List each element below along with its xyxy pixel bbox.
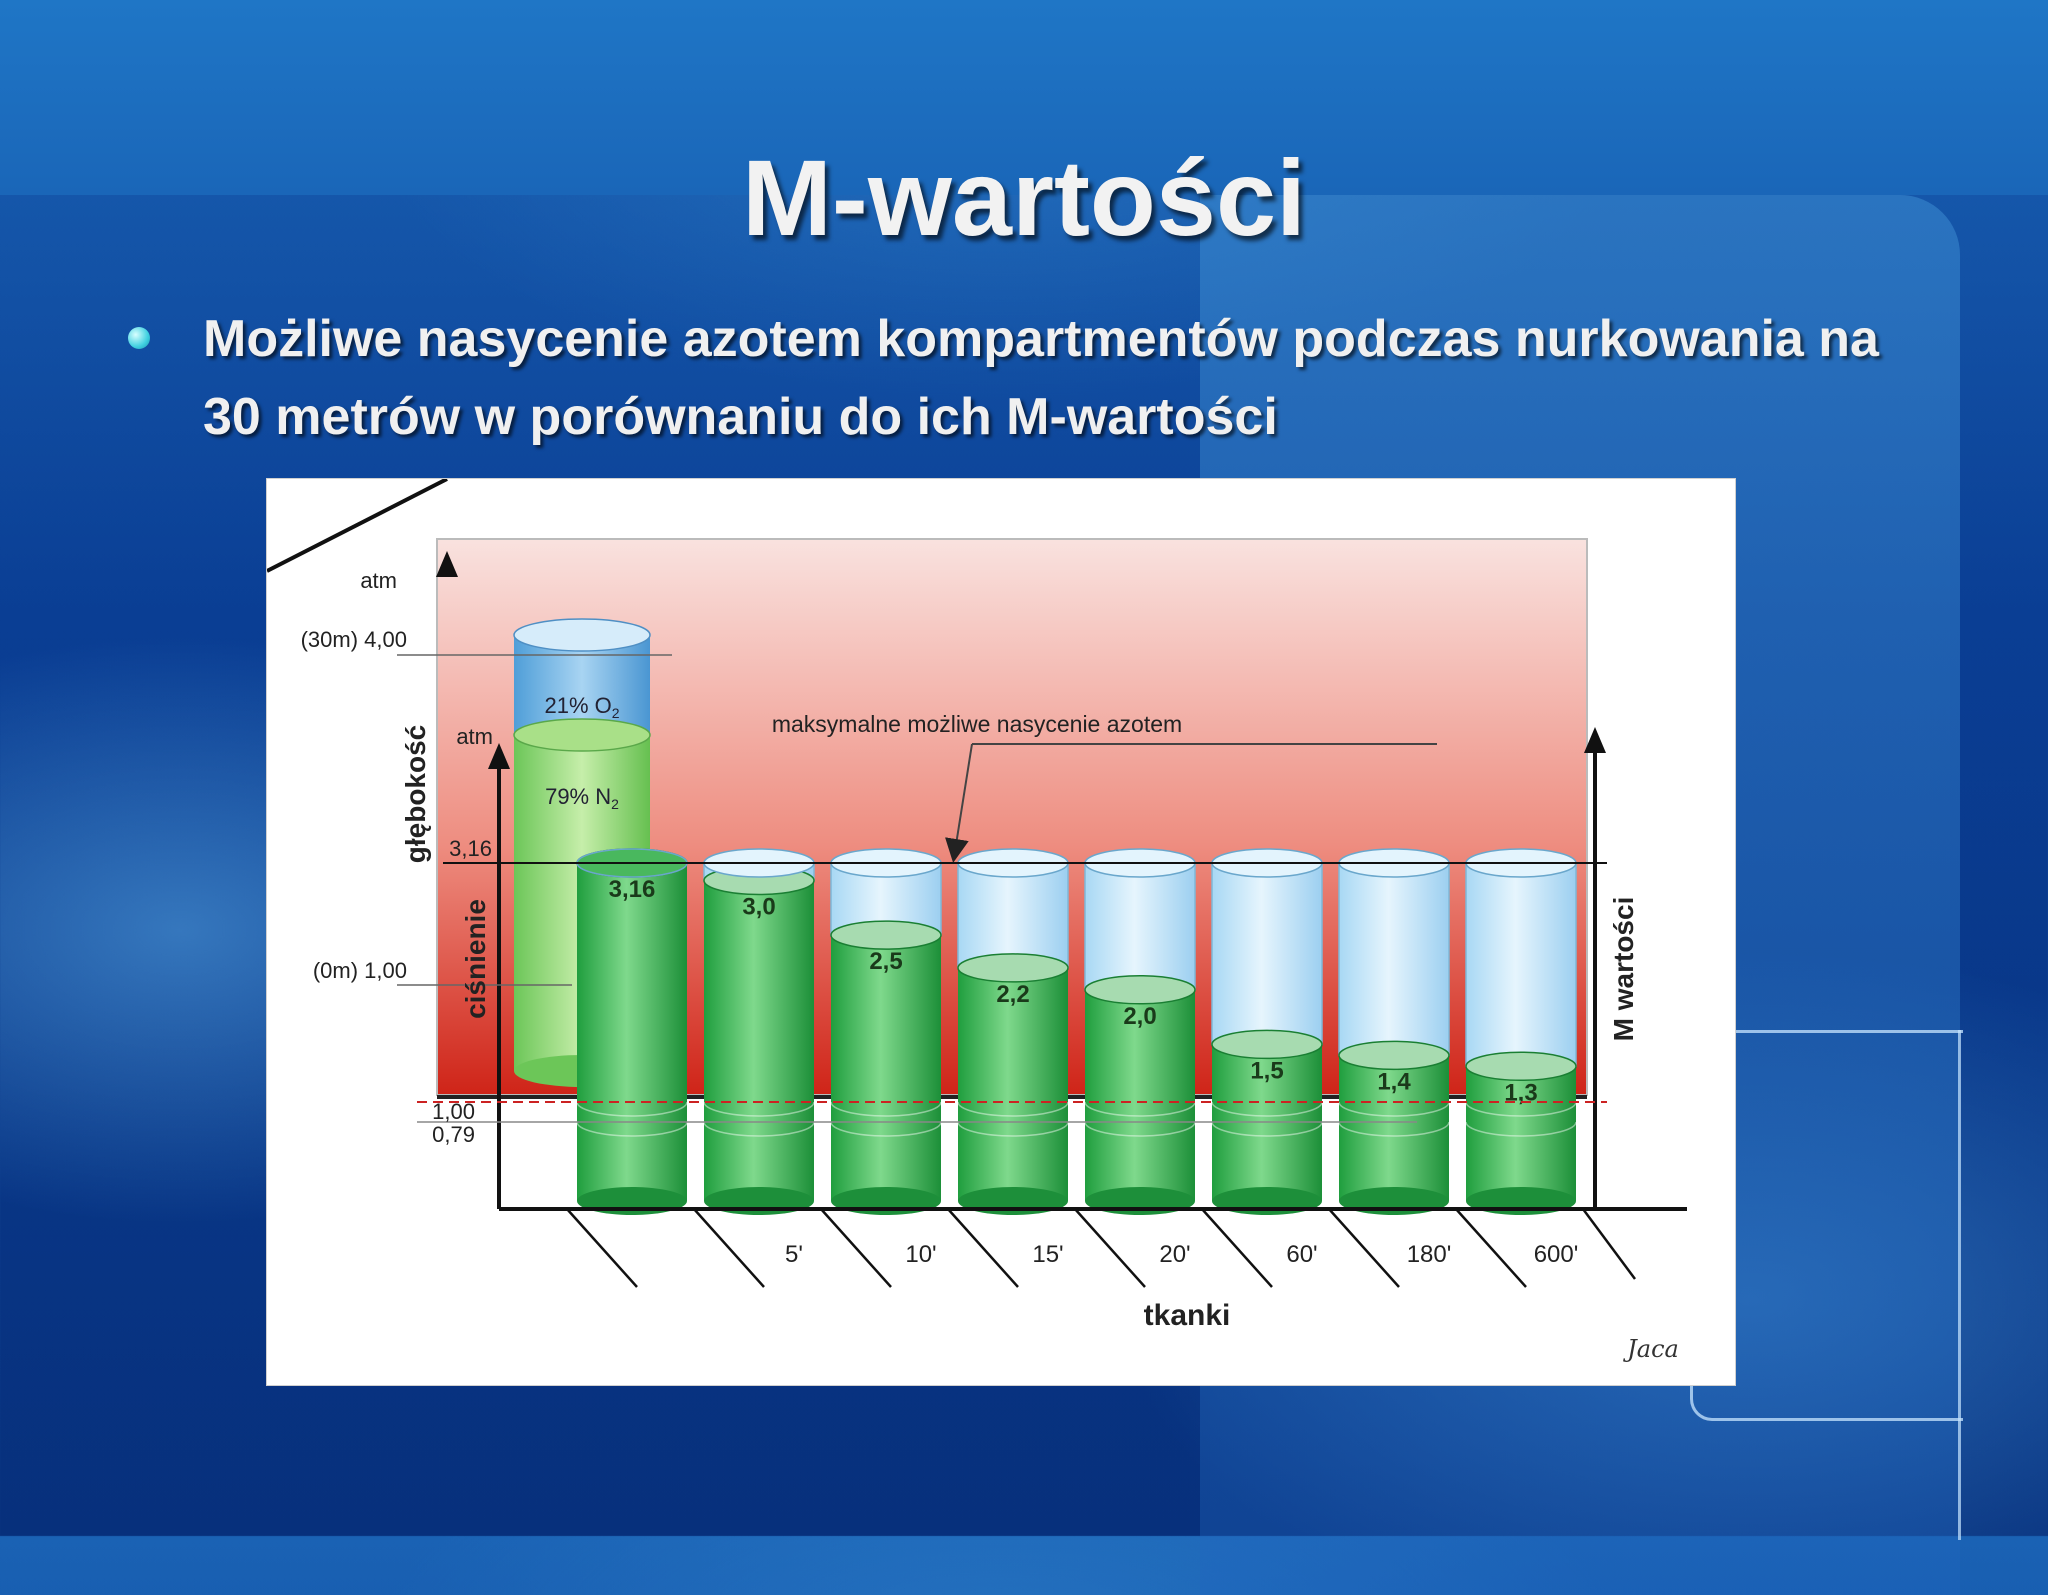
outer-tick-4-00: (30m) 4,00: [301, 627, 407, 652]
outer-tick-1-00: (0m) 1,00: [313, 958, 407, 983]
x-axis-label: tkanki: [1144, 1299, 1231, 1332]
tissue-diagonal-end: [1581, 1208, 1637, 1280]
band-b-2: [830, 1121, 942, 1137]
level-ellipse-6: [1338, 1040, 1450, 1071]
value-label-5: 1,5: [1250, 1057, 1283, 1084]
level-ellipse-2: [830, 920, 942, 950]
bullet-icon: [128, 327, 150, 349]
value-label-3: 2,2: [996, 981, 1029, 1008]
annotation-arrow: [945, 743, 973, 863]
cylinder-capacity-6: [1338, 862, 1450, 1057]
gas-column-top: [513, 618, 651, 652]
o2-n2-boundary: [513, 718, 651, 752]
chart-svg: maksymalne możliwe nasycenie azotem 21% …: [267, 479, 1687, 1363]
band-b-0: [576, 1121, 688, 1137]
level-ellipse-5: [1211, 1029, 1323, 1060]
band-a-7: [1465, 1101, 1577, 1117]
cylinder-capacity-7: [1465, 862, 1577, 1068]
tissue-diagonal-3: [947, 1208, 1019, 1288]
pressure-axis-label: ciśnienie: [460, 899, 491, 1019]
category-label-3: 15': [1032, 1241, 1063, 1268]
band-a-2: [830, 1101, 942, 1117]
bar-7: [1466, 1066, 1576, 1201]
value-label-4: 2,0: [1123, 1003, 1156, 1030]
n2-label: 79% N2: [545, 784, 619, 812]
value-label-1: 3,0: [742, 893, 775, 920]
inner-y-arrow: [488, 743, 510, 769]
inner-tick-1-00: 1,00: [432, 1099, 475, 1124]
inner-unit-label: atm: [456, 724, 493, 749]
tissue-diagonal-2: [820, 1208, 892, 1288]
tissue-diagonal-7: [1455, 1208, 1527, 1288]
top-band: [0, 0, 2048, 195]
depth-axis-label: głębokość: [400, 725, 431, 863]
value-label-0: 3,16: [609, 876, 656, 903]
band-b-1: [703, 1121, 815, 1137]
level-ellipse-7: [1465, 1051, 1577, 1082]
annotation-label: maksymalne możliwe nasycenie azotem: [772, 711, 1182, 737]
value-label-6: 1,4: [1377, 1068, 1411, 1095]
m-values-axis-label: M wartości: [1608, 897, 1639, 1042]
chart: maksymalne możliwe nasycenie azotem 21% …: [266, 478, 1736, 1386]
bar-4: [1085, 989, 1195, 1201]
outer-y-axis: [267, 479, 448, 573]
band-a-3: [957, 1101, 1069, 1117]
inner-tick-3-16: 3,16: [449, 836, 492, 861]
band-b-6: [1338, 1121, 1450, 1137]
decorative-line: [1958, 1030, 1961, 1540]
category-label-5: 60': [1286, 1241, 1317, 1268]
outer-y-arrow: [436, 551, 458, 577]
bar-3: [958, 967, 1068, 1201]
cylinder-capacity-5: [1211, 862, 1323, 1046]
tissue-diagonal-1: [693, 1208, 765, 1288]
category-label-1: 5': [785, 1241, 803, 1268]
category-label-2: 10': [905, 1241, 936, 1268]
tissue-diagonal-6: [1328, 1208, 1400, 1288]
category-label-6: 180': [1407, 1241, 1452, 1268]
cylinder-group: 3,16 3,0 5' 2,5 10' 2,2 15' 2,0 20' 1,5 60' 1,4 180'…: [566, 848, 1637, 1288]
level-ellipse-3: [957, 953, 1069, 983]
right-y-arrow: [1584, 727, 1606, 753]
band-a-4: [1084, 1101, 1196, 1117]
band-b-3: [957, 1121, 1069, 1137]
band-b-4: [1084, 1121, 1196, 1137]
outer-unit-label: atm: [360, 568, 397, 593]
band-a-5: [1211, 1101, 1323, 1117]
band-a-1: [703, 1101, 815, 1117]
band-b-7: [1465, 1121, 1577, 1137]
cylinder-capacity-4: [1084, 862, 1196, 991]
slide-title: M-wartości: [741, 137, 1307, 258]
level-ellipse-4: [1084, 975, 1196, 1005]
signature-logo: Jaca: [1622, 1335, 1679, 1363]
value-label-2: 2,5: [869, 948, 902, 975]
cylinder-capacity-3: [957, 862, 1069, 969]
bullet-text: Możliwe nasycenie azotem kompartmentów p…: [203, 310, 1879, 446]
tissue-diagonal-4: [1074, 1208, 1146, 1288]
bar-6: [1339, 1055, 1449, 1201]
bar-2: [831, 935, 941, 1201]
tissue-diagonal-5: [1201, 1208, 1273, 1288]
category-label-4: 20': [1159, 1241, 1190, 1268]
inner-tick-0-79: 0,79: [432, 1122, 475, 1147]
category-label-7: 600': [1534, 1241, 1579, 1268]
bar-0: [577, 863, 687, 1201]
o2-label: 21% O2: [544, 693, 619, 721]
band-a-0: [576, 1101, 688, 1117]
bar-1: [704, 880, 814, 1201]
band-a-6: [1338, 1101, 1450, 1117]
band-b-5: [1211, 1121, 1323, 1137]
tissue-diagonal-0: [566, 1208, 638, 1288]
